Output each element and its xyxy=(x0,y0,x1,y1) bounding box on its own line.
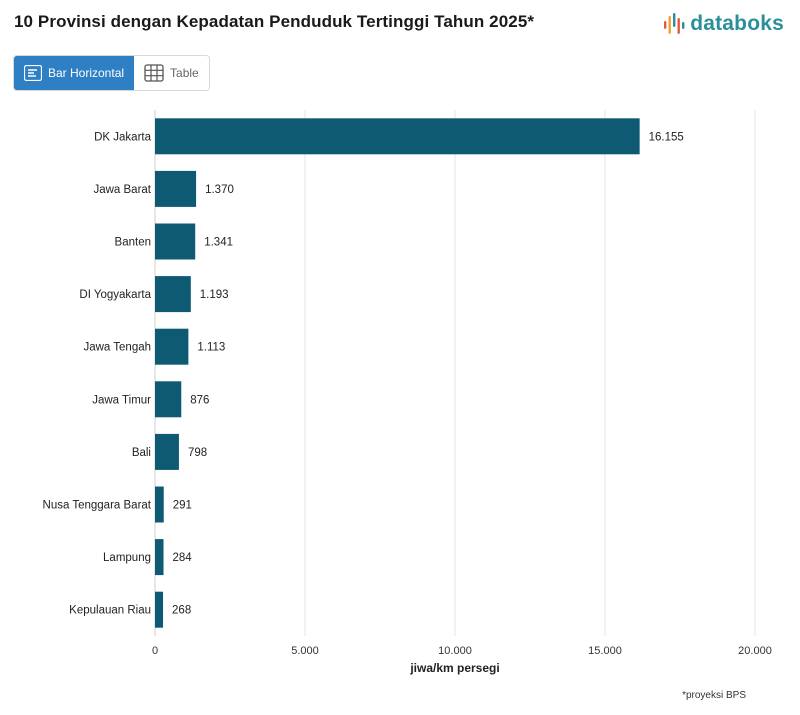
bar[interactable] xyxy=(155,433,179,470)
x-tick-label: 15.000 xyxy=(588,645,622,657)
bar[interactable] xyxy=(155,539,164,576)
bar-horizontal-label: Bar Horizontal xyxy=(48,66,125,80)
category-label: Bali xyxy=(132,447,151,459)
data-label: 1.113 xyxy=(197,342,225,354)
table-grid-icon xyxy=(144,64,164,82)
data-label: 291 xyxy=(173,500,192,512)
view-toggle: Bar Horizontal Table xyxy=(13,55,210,91)
data-label: 284 xyxy=(173,552,193,564)
bars xyxy=(155,118,640,628)
databoks-logo[interactable]: databoks xyxy=(663,10,784,38)
logo-text: databoks xyxy=(690,12,784,35)
x-tick-label: 5.000 xyxy=(291,645,319,657)
bar-horizontal-button[interactable]: Bar Horizontal xyxy=(14,56,135,90)
table-button[interactable]: Table xyxy=(134,56,209,90)
table-label: Table xyxy=(170,66,199,80)
page-title: 10 Provinsi dengan Kepadatan Penduduk Te… xyxy=(14,12,535,31)
category-label: DK Jakarta xyxy=(94,131,151,143)
data-label: 16.155 xyxy=(649,131,684,143)
category-label: Banten xyxy=(115,237,151,249)
bar[interactable] xyxy=(155,486,164,523)
x-tick-label: 10.000 xyxy=(438,645,472,657)
category-label: Jawa Tengah xyxy=(83,342,151,354)
x-axis-label: jiwa/km persegi xyxy=(409,661,499,675)
category-label: DI Yogyakarta xyxy=(79,289,151,301)
x-tick-label: 0 xyxy=(152,645,158,657)
category-label: Jawa Barat xyxy=(93,184,151,196)
bar[interactable] xyxy=(155,591,164,628)
category-label: Lampung xyxy=(103,552,151,564)
category-label: Nusa Tenggara Barat xyxy=(43,500,152,512)
data-label: 1.370 xyxy=(205,184,234,196)
category-label: Jawa Timur xyxy=(92,394,151,406)
labels: 0 5.000 10.000 15.000 20.000 DK Jakarta 16.155… xyxy=(43,131,772,657)
x-tick-label: 20.000 xyxy=(738,645,772,657)
bar[interactable] xyxy=(155,118,640,155)
grid-lines xyxy=(154,110,756,636)
data-label: 1.341 xyxy=(204,237,233,249)
bar-list-icon xyxy=(24,65,42,81)
bar[interactable] xyxy=(155,276,191,313)
data-label: 268 xyxy=(172,605,191,617)
databoks-logo-icon xyxy=(664,13,685,34)
data-label: 1.193 xyxy=(200,289,229,301)
data-label: 798 xyxy=(188,447,207,459)
bar[interactable] xyxy=(155,328,189,365)
footnote: *proyeksi BPS xyxy=(682,690,746,701)
category-label: Kepulauan Riau xyxy=(69,605,151,617)
bar[interactable] xyxy=(155,381,182,418)
bar[interactable] xyxy=(155,170,197,207)
data-label: 876 xyxy=(190,394,209,406)
bar[interactable] xyxy=(155,223,196,260)
